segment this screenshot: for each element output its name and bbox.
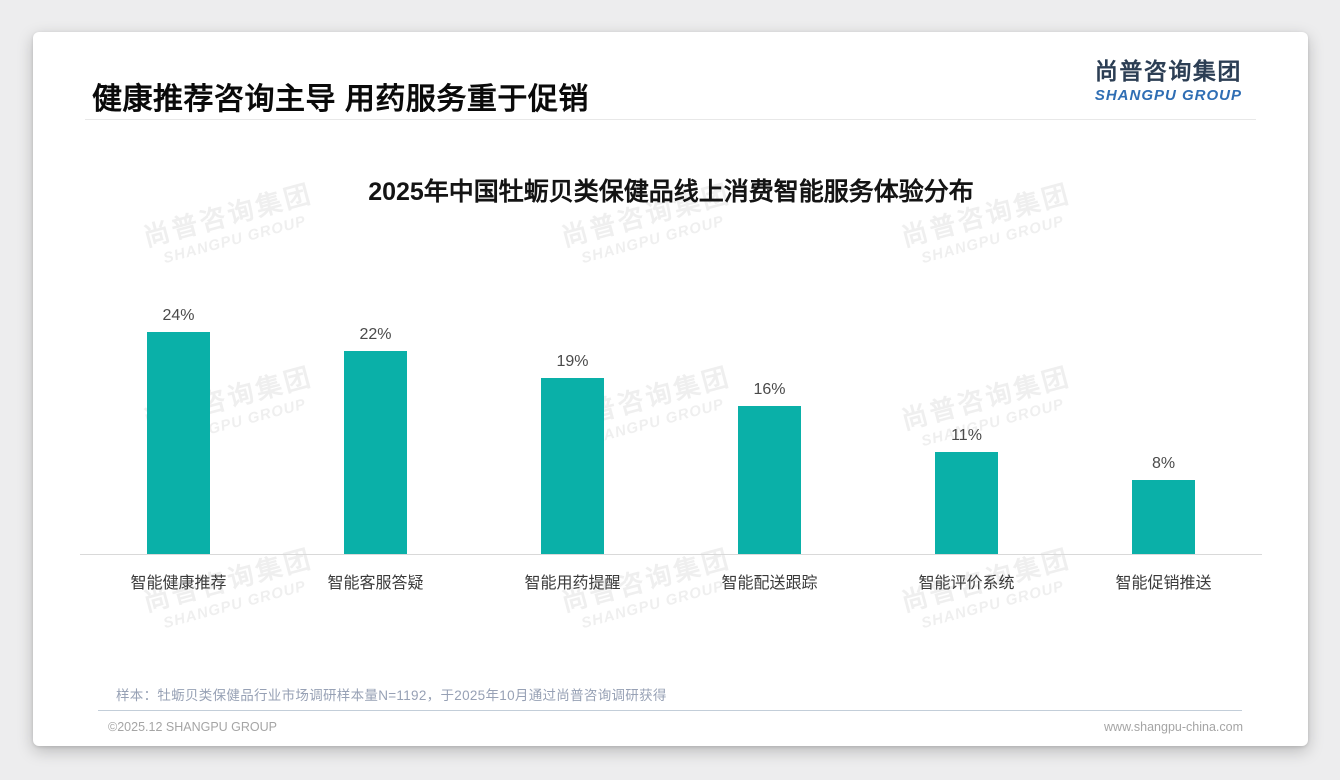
bar-value-label: 16%: [753, 381, 786, 398]
bar: [147, 332, 210, 554]
company-logo: 尚普咨询集团 SHANGPU GROUP: [1095, 52, 1242, 104]
bar: [344, 350, 407, 554]
bar-group: 16%: [671, 381, 868, 554]
bar-group: 22%: [277, 325, 474, 554]
category-label: 智能促销推送: [1115, 575, 1212, 592]
category-label: 智能配送跟踪: [721, 575, 818, 592]
header-divider: [85, 119, 1256, 120]
bar: [738, 406, 801, 554]
bar-value-label: 11%: [951, 427, 982, 445]
logo-chinese-text: 尚普咨询集团: [1094, 58, 1242, 84]
bar-group: 24%: [80, 307, 277, 554]
bar-value-label: 22%: [359, 325, 392, 343]
category-label: 智能健康推荐: [130, 575, 227, 592]
bar: [935, 452, 998, 554]
bar-group: 8%: [1065, 455, 1262, 554]
footer: ©2025.12 SHANGPU GROUP www.shangpu-china…: [108, 720, 1243, 734]
page-title: 健康推荐咨询主导 用药服务重于促销: [92, 83, 589, 116]
footer-copyright: ©2025.12 SHANGPU GROUP: [108, 720, 277, 734]
chart-title: 2025年中国牡蛎贝类保健品线上消费智能服务体验分布: [368, 178, 974, 206]
sample-footnote: 样本：牡蛎贝类保健品行业市场调研样本量N=1192，于2025年10月通过尚普咨…: [116, 688, 667, 703]
logo-english-text: SHANGPU GROUP: [1094, 87, 1242, 104]
footer-divider: [98, 710, 1242, 711]
bar-value-label: 8%: [1151, 455, 1176, 472]
bar-group: 19%: [474, 353, 671, 554]
slide-card: 尚普咨询集团 SHANGPU GROUP 尚普咨询集团 SHANGPU GROUP 尚普…: [33, 32, 1308, 746]
bar-value-label: 24%: [162, 307, 195, 324]
bar-chart-plot: 24% 22% 19% 16% 11% 8%: [80, 285, 1262, 555]
category-label: 智能用药提醒: [524, 575, 621, 592]
bar: [1132, 480, 1195, 554]
category-label: 智能客服答疑: [327, 575, 424, 592]
bar-group: 11%: [868, 427, 1065, 554]
bar-value-label: 19%: [556, 353, 589, 371]
category-label: 智能评价系统: [918, 575, 1015, 592]
bar: [541, 378, 604, 554]
category-axis: 智能健康推荐 智能客服答疑 智能用药提醒 智能配送跟踪 智能评价系统 智能促销推送: [80, 556, 1262, 593]
footer-url: www.shangpu-china.com: [1104, 720, 1243, 734]
